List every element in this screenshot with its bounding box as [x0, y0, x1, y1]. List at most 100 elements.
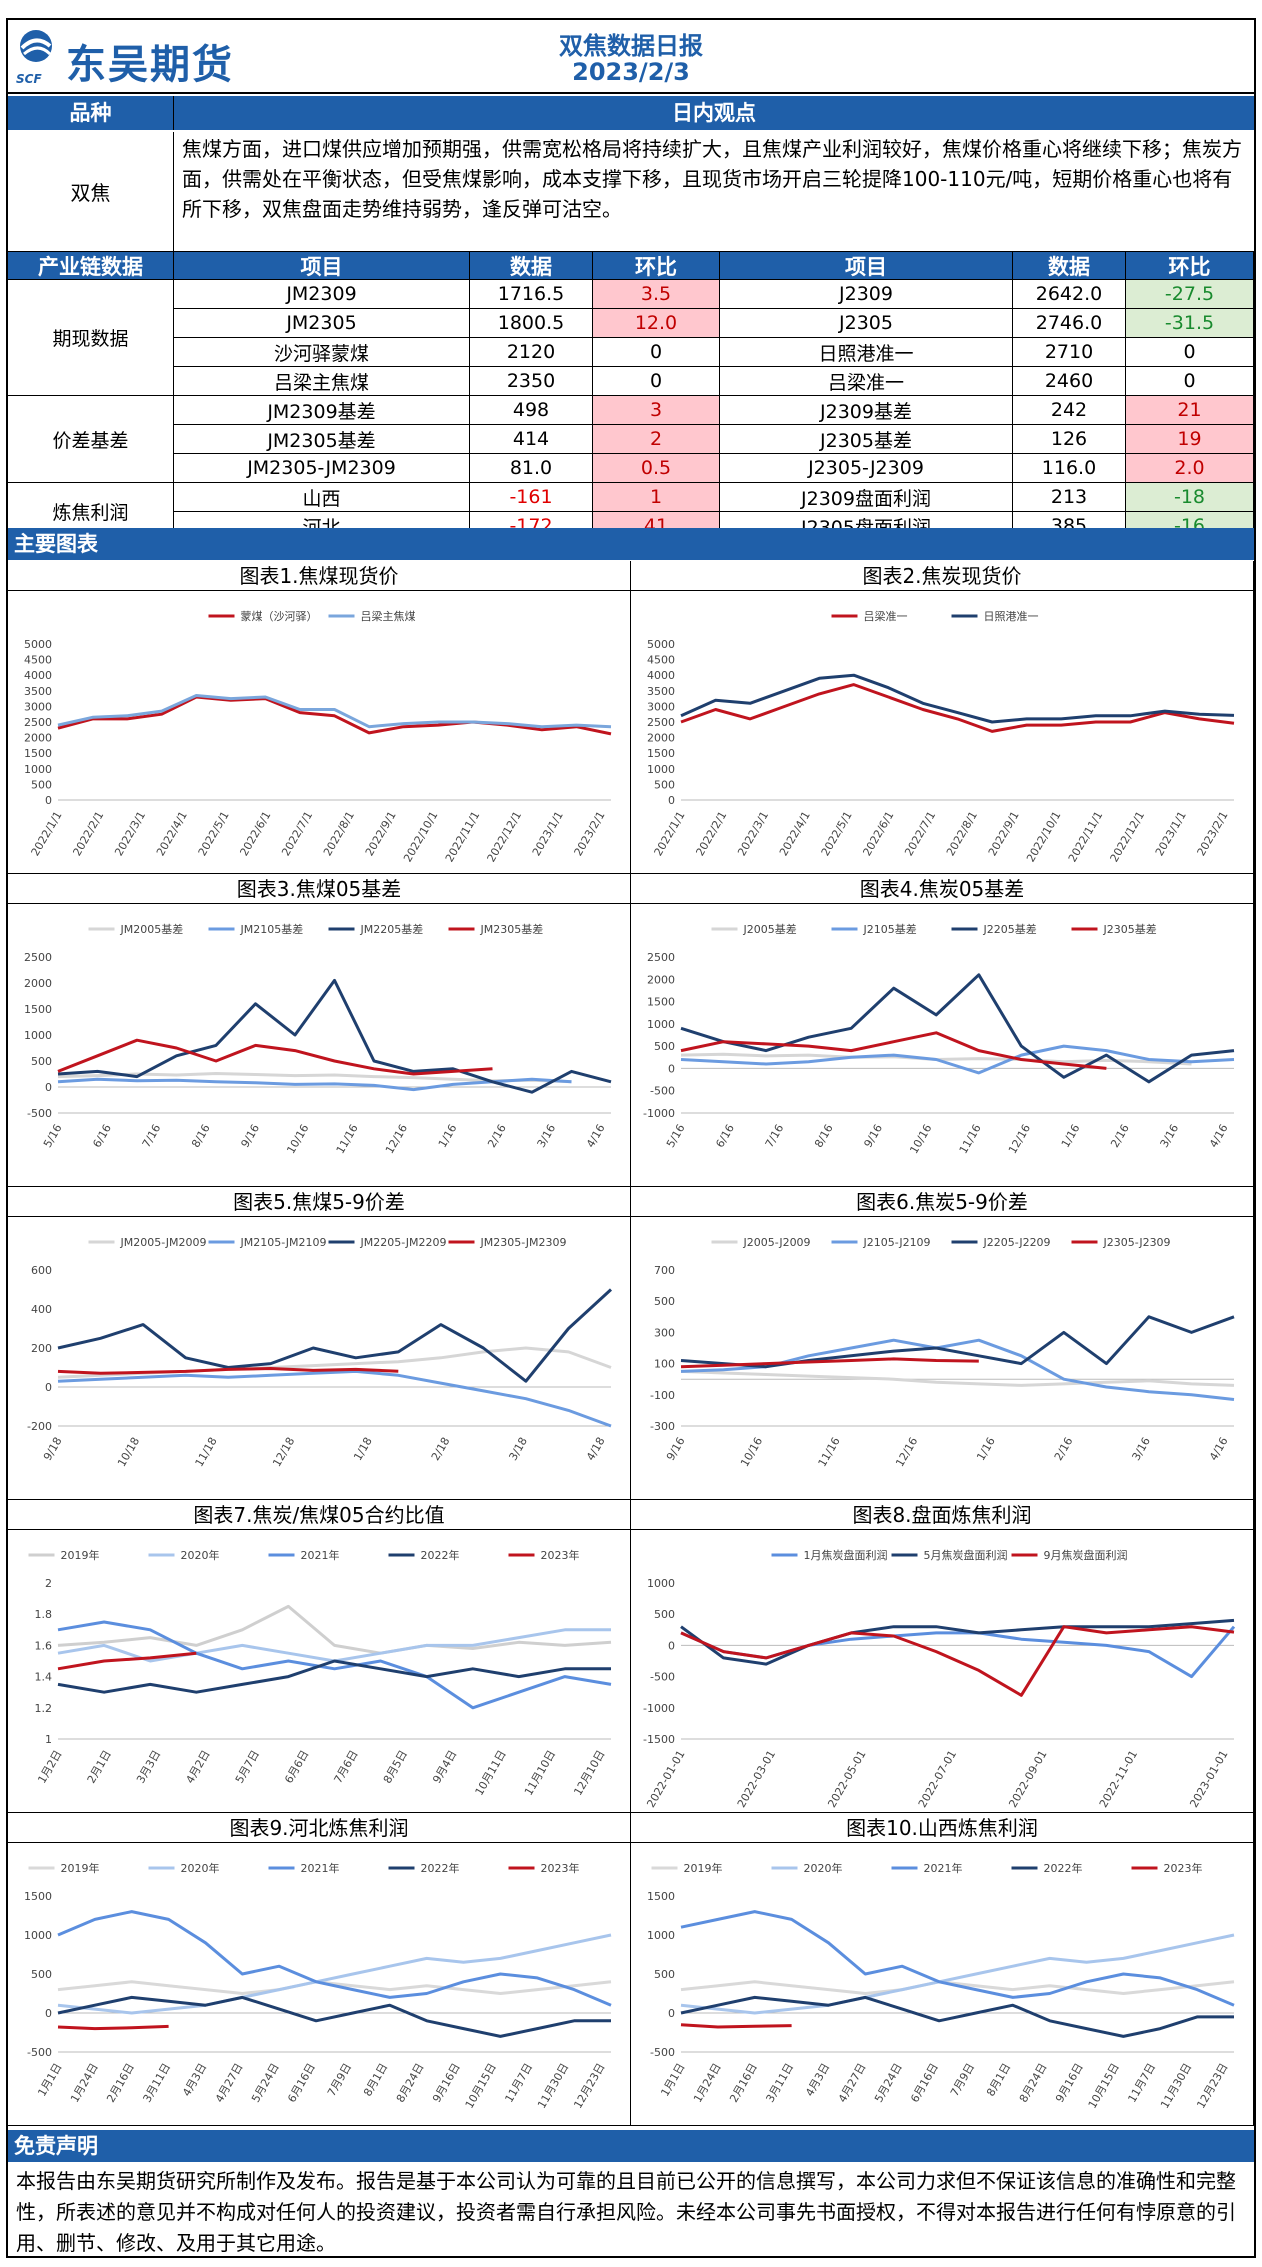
- x-tick-label: 4/16: [1207, 1435, 1231, 1463]
- table-change: 3: [593, 396, 720, 425]
- chart-title: 图表7.焦炭/焦煤05合约比值: [8, 1500, 630, 1530]
- table-group-label: 价差基差: [8, 396, 174, 483]
- x-tick-label: 4月3日: [180, 2061, 209, 2099]
- y-tick-label: 1.6: [35, 1639, 53, 1652]
- x-tick-label: 1/16: [1059, 1122, 1083, 1150]
- x-tick-label: 11/16: [816, 1435, 843, 1469]
- x-tick-label: 9/16: [861, 1122, 885, 1150]
- variety-name: 双焦: [8, 132, 174, 252]
- table-item: J2309基差: [720, 396, 1013, 425]
- x-tick-label: 2023-01-01: [1187, 1748, 1230, 1810]
- y-tick-label: 4500: [647, 654, 675, 667]
- x-tick-label: 2022/2/1: [693, 809, 729, 858]
- x-tick-label: 11月30日: [1158, 2061, 1194, 2111]
- chart-title: 图表9.河北炼焦利润: [8, 1813, 630, 1843]
- x-tick-label: 2023/2/1: [1195, 809, 1231, 858]
- x-tick-label: 10/16: [738, 1435, 765, 1469]
- chart-title: 图表1.焦煤现货价: [8, 561, 630, 591]
- y-tick-label: 1: [45, 1733, 52, 1746]
- y-tick-label: 3500: [24, 685, 52, 698]
- x-tick-label: 2月16日: [104, 2061, 137, 2105]
- y-tick-label: 500: [31, 1968, 52, 1981]
- series-line: [680, 1369, 1235, 1387]
- series-line: [57, 1077, 572, 1092]
- table-change: -27.5: [1126, 280, 1254, 309]
- y-tick-label: 4500: [24, 654, 52, 667]
- chart-panel: 图表9.河北炼焦利润 2019年 2020年 2021年 2022年 2023年 -500 0…: [8, 1813, 631, 2126]
- report-header: 东吴期货 SCF 双焦数据日报 2023/2/3: [8, 20, 1254, 94]
- y-tick-label: 1500: [647, 996, 675, 1009]
- legend-label: 2022年: [421, 1548, 460, 1562]
- table-change: 0: [593, 338, 720, 367]
- chart-panel: 图表10.山西炼焦利润 2019年 2020年 2021年 2022年 2023年 -500…: [631, 1813, 1254, 2126]
- company-logo: 东吴期货 SCF: [12, 26, 302, 88]
- y-tick-label: 2500: [24, 716, 52, 729]
- x-tick-label: 4月2日: [183, 1748, 212, 1786]
- x-tick-label: 2022/10/1: [1024, 809, 1063, 864]
- table-item: 吕梁准一: [720, 367, 1013, 396]
- x-tick-label: 2022/7/1: [279, 809, 315, 858]
- x-tick-label: 11月7日: [1125, 2061, 1158, 2105]
- x-tick-label: 2/16: [1108, 1122, 1132, 1150]
- table-item: 沙河驿蒙煤: [174, 338, 470, 367]
- legend-label: J2305基差: [1103, 922, 1157, 936]
- legend-label: 5月焦炭盘面利润: [924, 1548, 1008, 1562]
- table-change: 2.0: [1126, 454, 1254, 483]
- x-tick-label: 3/16: [1129, 1435, 1153, 1463]
- x-tick-label: 2月16日: [727, 2061, 760, 2105]
- x-tick-label: 1月1日: [658, 2061, 687, 2099]
- table-header-3: 环比: [593, 252, 720, 280]
- x-tick-label: 2022/1/1: [652, 809, 688, 858]
- legend-label: JM2305-JM2309: [480, 1236, 567, 1249]
- table-value: 2746.0: [1013, 309, 1126, 338]
- x-tick-label: 8/16: [189, 1122, 213, 1150]
- chart-title: 图表4.焦炭05基差: [631, 874, 1253, 904]
- disclaimer-header: 免责声明: [8, 2130, 1254, 2162]
- table-value: 2642.0: [1013, 280, 1126, 309]
- x-tick-label: 1/18: [351, 1435, 375, 1463]
- y-tick-label: 1000: [24, 1929, 52, 1942]
- y-tick-label: 1.2: [35, 1702, 53, 1715]
- series-line: [57, 1367, 399, 1375]
- y-tick-label: 1500: [24, 1890, 52, 1903]
- table-value: 213: [1013, 483, 1126, 512]
- chart-panel: 图表2.焦炭现货价 吕梁准一 日照港准一 0 500 1000 1500 2000 2500 30…: [631, 561, 1254, 874]
- x-tick-label: 2/16: [485, 1122, 509, 1150]
- x-tick-label: 8月24日: [394, 2061, 427, 2105]
- legend-label: J2105-J2109: [863, 1236, 931, 1249]
- chart-panel: 图表6.焦炭5-9价差 J2005-J2009 J2105-J2109 J2205-J…: [631, 1187, 1254, 1500]
- chart-plot: 2019年 2020年 2021年 2022年 2023年 -500 0 500 1000 150…: [24, 1861, 612, 2111]
- company-name: 东吴期货: [66, 42, 234, 88]
- y-tick-label: 4000: [647, 669, 675, 682]
- x-tick-label: 7月9日: [325, 2061, 354, 2099]
- table-value: -161: [470, 483, 593, 512]
- charts-section-header: 主要图表: [8, 528, 1254, 560]
- series-line: [57, 2024, 169, 2031]
- chart-panel: 图表7.焦炭/焦煤05合约比值 2019年 2020年 2021年 2022年 2023年…: [8, 1500, 631, 1813]
- x-tick-label: 3月11日: [140, 2061, 173, 2105]
- variety-header: 品种: [8, 96, 174, 130]
- x-tick-label: 2022/9/1: [986, 809, 1022, 858]
- table-group-label: 期现数据: [8, 280, 174, 396]
- table-item: JM2305-JM2309: [174, 454, 470, 483]
- x-tick-label: 5/16: [664, 1122, 688, 1150]
- legend-label: 2020年: [181, 1548, 220, 1562]
- table-value: 116.0: [1013, 454, 1126, 483]
- y-tick-label: 3000: [24, 700, 52, 713]
- legend-label: 吕梁主焦煤: [361, 609, 416, 623]
- y-tick-label: 4000: [24, 669, 52, 682]
- series-line: [57, 1620, 612, 1710]
- series-line: [680, 1910, 1235, 2007]
- x-tick-label: 8月24日: [1017, 2061, 1050, 2105]
- y-tick-label: 1500: [24, 747, 52, 760]
- y-tick-label: 0: [668, 1639, 675, 1652]
- y-tick-label: 0: [45, 1081, 52, 1094]
- series-line: [680, 1625, 1235, 1697]
- table-change: 0: [1126, 338, 1254, 367]
- y-tick-label: 500: [31, 1055, 52, 1068]
- y-tick-label: 500: [654, 1608, 675, 1621]
- y-tick-label: 0: [45, 1381, 52, 1394]
- y-tick-label: 0: [668, 794, 675, 807]
- y-tick-label: -500: [650, 1671, 675, 1684]
- x-tick-label: 1/16: [436, 1122, 460, 1150]
